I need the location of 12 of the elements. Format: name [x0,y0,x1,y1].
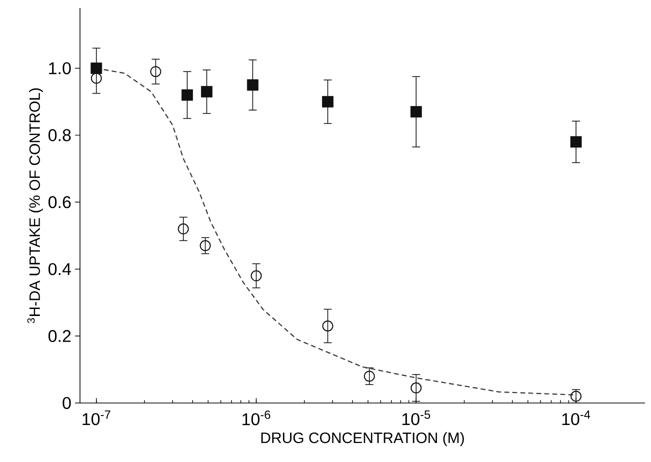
x-tick-label: 10$^{-5}$ [402,410,430,426]
y-tick-label: 0.2 [48,330,71,342]
y-tick-label: 0.8 [48,129,71,142]
x-tick-label: 10$^{-4}$ [562,410,590,426]
y-axis-title: $^{3}$H-DA UPTAKE (% OF CONTROL) [27,88,43,324]
x-tick-label: 10$^{-7}$ [82,410,110,426]
y-tick-label: 0.4 [48,263,71,276]
x-axis-title: DRUG CONCENTRATION (M) [261,432,464,446]
x-tick-label: 10$^{-6}$ [242,410,270,426]
y-tick-label: 1.0 [49,62,71,74]
y-tick-label: 0.6 [48,196,71,208]
y-tick-label: 0 [62,396,71,410]
